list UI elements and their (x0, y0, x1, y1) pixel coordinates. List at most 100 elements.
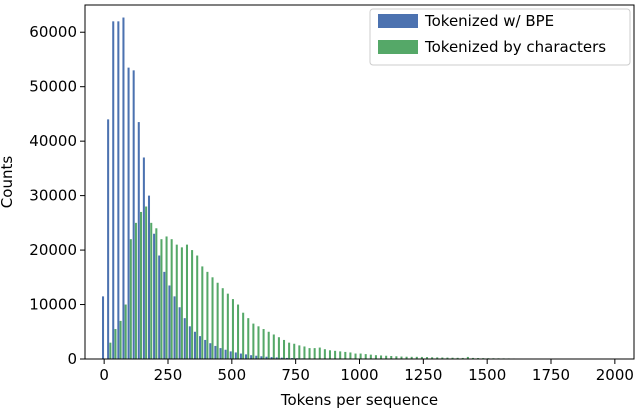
bar-characters (252, 323, 255, 359)
legend-label-characters: Tokenized by characters (424, 38, 606, 56)
bar-characters (262, 329, 265, 359)
bar-characters (349, 352, 352, 359)
y-tick-label: 10000 (29, 296, 77, 314)
bar-characters (272, 334, 275, 359)
bar-bpe (147, 195, 151, 359)
bar-characters (334, 350, 337, 359)
legend-swatch-characters (378, 40, 418, 54)
bar-characters (221, 288, 224, 359)
y-axis-label: Counts (0, 156, 16, 209)
y-tick-label: 60000 (29, 23, 77, 41)
bar-characters (211, 277, 214, 359)
bar-characters (461, 357, 464, 359)
bar-characters (109, 342, 112, 359)
legend-swatch-bpe (378, 14, 418, 28)
y-tick-label: 0 (67, 350, 77, 368)
bar-characters (385, 355, 388, 359)
bar-characters (145, 206, 148, 359)
bar-characters (425, 357, 429, 359)
bar-characters (134, 222, 137, 359)
bar-characters (344, 351, 347, 359)
legend-box (369, 8, 631, 66)
x-tick-label: 0 (99, 366, 109, 384)
bar-characters (257, 326, 260, 359)
y-tick-label: 50000 (29, 78, 77, 96)
bar-characters (466, 356, 469, 359)
bar-characters (237, 304, 240, 359)
bar-characters (293, 343, 296, 359)
bar-characters (155, 228, 158, 359)
bar-characters (288, 342, 291, 359)
x-tick-label: 750 (281, 366, 310, 384)
bar-bpe (178, 307, 181, 359)
bar-characters (119, 320, 122, 359)
bar-characters (390, 356, 393, 359)
bar-characters (410, 356, 413, 359)
bar-characters (405, 356, 408, 359)
bar-characters (206, 271, 209, 359)
bar-bpe (142, 157, 145, 359)
bar-characters (129, 239, 132, 359)
bar-characters (191, 250, 194, 359)
bar-characters (471, 357, 474, 359)
x-tick-label: 2000 (596, 366, 634, 384)
bar-characters (354, 353, 357, 359)
bar-characters (175, 244, 178, 359)
bar-bpe (117, 21, 120, 360)
y-tick-label: 40000 (29, 132, 77, 150)
bar-bpe (188, 326, 191, 359)
y-tick-label: 30000 (29, 187, 77, 205)
bar-bpe (280, 357, 283, 359)
x-tick-label: 1250 (404, 366, 442, 384)
bar-characters (431, 357, 434, 359)
legend: Tokenized w/ BPE Tokenized by characters (369, 8, 631, 66)
bar-bpe (173, 296, 176, 359)
bar-characters (298, 345, 301, 359)
bar-characters (180, 247, 183, 359)
bar-bpe (107, 119, 110, 360)
bar-characters (150, 222, 153, 359)
bar-bpe (275, 357, 278, 359)
bar-bpe (122, 17, 125, 360)
bar-bpe (285, 357, 288, 359)
bar-characters (313, 348, 316, 359)
bar-bpe (168, 285, 171, 359)
bar-bpe (102, 296, 105, 359)
bar-bpe (112, 21, 115, 360)
bar-bpe (255, 355, 258, 359)
x-axis-label: Tokens per sequence (280, 391, 438, 409)
x-tick-label: 1000 (340, 366, 378, 384)
bar-characters (364, 354, 367, 359)
bar-characters (185, 244, 188, 359)
bar-characters (277, 337, 280, 359)
bars-group (102, 17, 515, 360)
bar-bpe (183, 318, 186, 359)
bar-bpe (158, 255, 161, 359)
bar-characters (201, 266, 204, 359)
bar-characters (441, 357, 444, 359)
x-tick-label: 1750 (532, 366, 570, 384)
bar-bpe (204, 339, 207, 359)
x-tick-label: 250 (154, 366, 183, 384)
bar-characters (216, 282, 219, 359)
bar-bpe (163, 271, 166, 359)
bar-characters (247, 318, 250, 359)
bar-characters (436, 357, 439, 359)
bar-characters (170, 239, 173, 359)
bar-bpe (219, 348, 222, 359)
bar-bpe (234, 352, 237, 359)
bar-characters (283, 339, 286, 359)
bar-bpe (250, 355, 253, 359)
bar-bpe (224, 349, 227, 359)
bar-characters (267, 331, 270, 359)
bar-bpe (209, 343, 212, 359)
x-tick-label: 500 (218, 366, 247, 384)
bar-characters (380, 355, 383, 359)
bar-characters (395, 356, 398, 359)
bar-bpe (265, 356, 268, 359)
bar-characters (196, 255, 199, 359)
bar-bpe (245, 354, 248, 359)
bar-bpe (127, 67, 130, 359)
bar-characters (308, 348, 311, 359)
